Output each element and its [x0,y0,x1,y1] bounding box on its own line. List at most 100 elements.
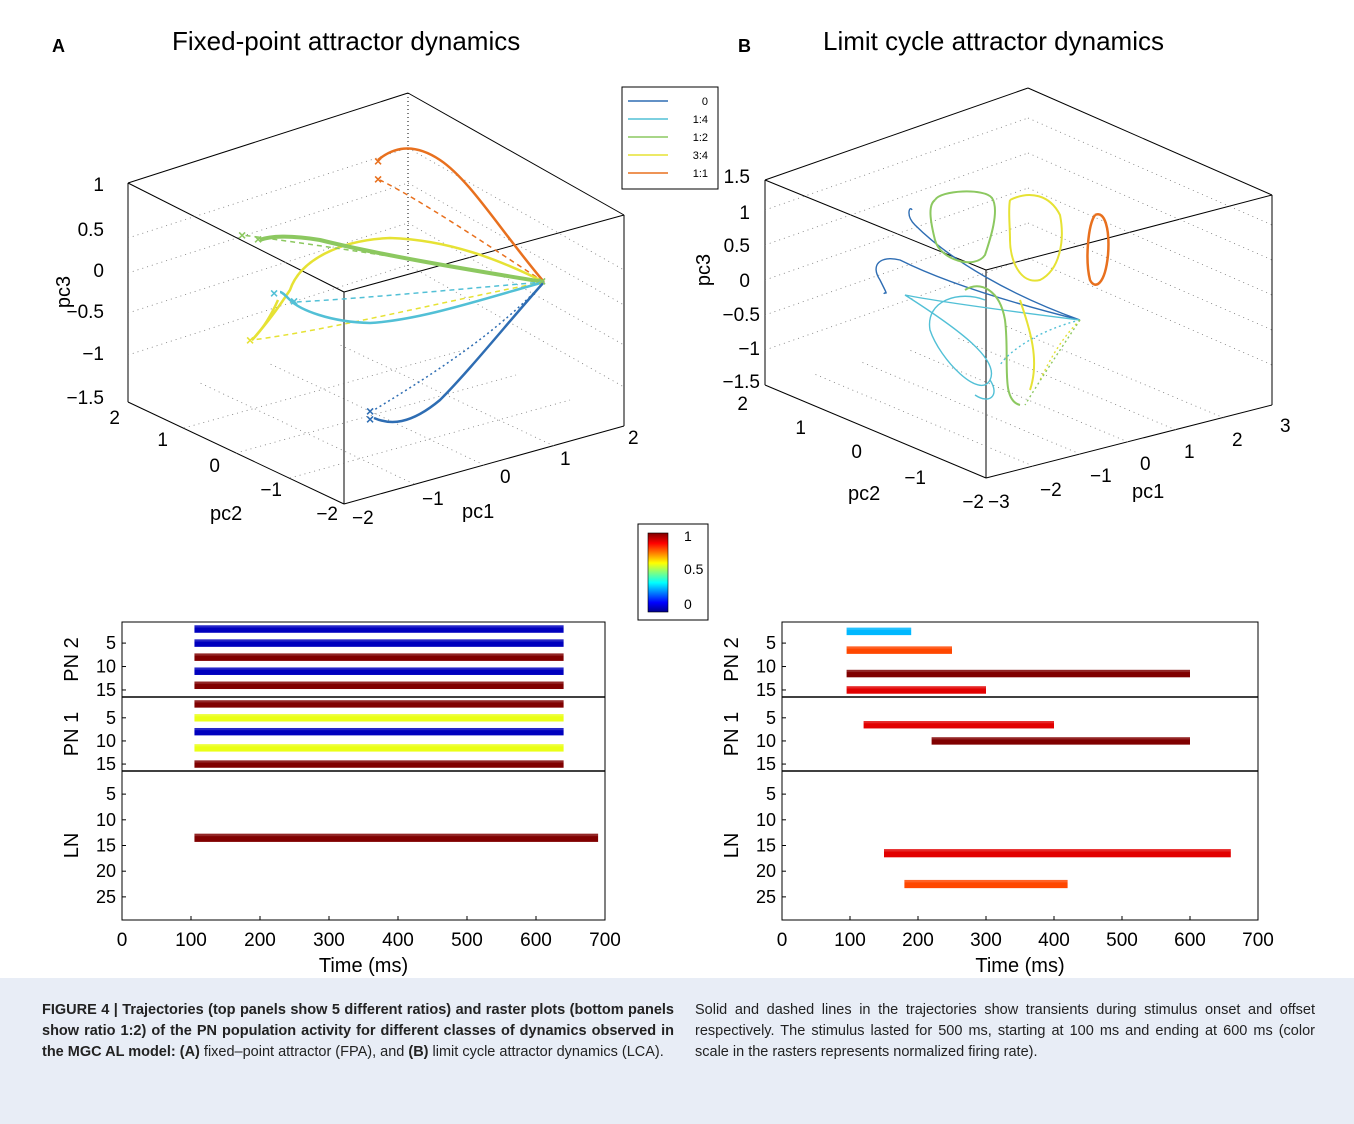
figure-caption: FIGURE 4 | Trajectories (top panels show… [0,978,1354,1124]
tick: −1 [82,344,104,365]
raster-band-highlight [904,879,1068,883]
raster-band-highlight [846,686,986,689]
traj-a-0-onset [373,281,545,424]
tick: −2 [1040,480,1062,501]
raster-band [846,627,912,636]
traj-a-3-4-onset [251,236,545,341]
panel-a-zlabel: pc3 [53,276,75,308]
raster-y-tick: 5 [766,708,776,728]
raster-band [194,667,564,675]
panel-a-z-ticks: 1 0.5 0 −0.5 −1 −1.5 [66,175,104,409]
tick: −2 [316,504,338,525]
panel-a-title: Fixed-point attractor dynamics [172,26,520,56]
panel-a-y-ticks: 2 1 0 −1 −2 [109,408,338,525]
svg-text:1:1: 1:1 [693,168,708,180]
tick: −2 [352,508,374,529]
tick: 1 [560,449,571,470]
traj-b-1-2 [929,190,1021,406]
legend-entry: 0 [628,96,708,108]
raster-band [931,737,1190,745]
raster-band-highlight [846,627,912,630]
raster-y-tick: 15 [756,754,776,774]
tick: −1 [738,339,760,360]
raster-group-label: PN 1 [721,712,743,756]
raster-band [194,760,564,768]
raster-y-tick: 10 [96,731,116,751]
raster-band-highlight [194,714,564,717]
raster-band [194,744,564,752]
traj-a-1-1-offset [379,179,545,283]
raster-x-tick: 400 [382,930,414,951]
svg-text:×: × [254,231,262,247]
raster-x-tick: 300 [970,930,1002,951]
legend-entry: 1:1 [628,168,708,180]
raster-y-tick: 10 [756,657,776,677]
traj-a-1-4-onset [279,280,545,325]
raster-group-label: LN [721,833,743,859]
raster-y-tick: 15 [96,836,116,856]
panel-a-x-ticks: −2 −1 0 1 2 [352,428,639,529]
raster-band [194,639,564,647]
raster-band-highlight [846,669,1190,673]
raster-band [884,849,1231,858]
raster-band-highlight [194,653,564,656]
caption-bold: FIGURE 4 | Trajectories (top panels show… [42,1002,674,1060]
raster-y-tick: 10 [96,810,116,830]
svg-text:×: × [366,403,374,419]
raster-band-highlight [884,849,1231,852]
raster-x-tick: 700 [1242,930,1274,951]
traj-a-1-4-offset [295,281,545,303]
tick: −1.5 [722,372,760,393]
traj-a-1-2-onset [259,234,545,284]
raster-y-tick: 15 [756,836,776,856]
raster-x-tick: 600 [1174,930,1206,951]
raster-band [194,833,599,842]
tick: 1 [93,175,104,196]
svg-text:×: × [538,273,546,289]
caption-right: Solid and dashed lines in the trajectori… [695,1002,1315,1060]
panel-a-xlabel: pc1 [462,501,494,523]
raster-group-label: PN 1 [61,712,83,756]
tick: 1 [1184,442,1195,463]
raster-x-tick: 100 [175,930,207,951]
raster-y-tick: 5 [766,784,776,804]
raster-y-tick: 5 [106,784,116,804]
raster-band-highlight [846,646,952,649]
raster-x-tick: 100 [834,930,866,951]
raster-band-highlight [194,639,564,642]
panel-b-box [764,87,1273,479]
tick: −1 [422,489,444,510]
colorbar-tick: 1 [684,528,692,544]
raster-x-tick: 0 [777,930,788,951]
tick: 3 [1280,416,1291,437]
raster-y-tick: 5 [106,633,116,653]
svg-text:×: × [374,171,382,187]
raster-x-tick: 700 [589,930,621,951]
figure-canvas: A Fixed-point attractor dynamics B Limit… [52,26,1291,977]
svg-text:1:4: 1:4 [693,114,708,126]
tick: 0 [851,442,862,463]
panel-b-letter: B [738,36,751,56]
tick: 0 [1140,454,1151,475]
caption-text: fixed–point attractor (FPA), and [199,1044,409,1060]
raster-group-label: PN 2 [721,637,743,681]
legend-entry: 1:4 [628,114,708,126]
svg-text:×: × [290,293,298,309]
panel-b-zlabel: pc3 [693,254,715,286]
tick: 0 [93,261,104,282]
raster-y-tick: 15 [96,754,116,774]
panel-a-grid [127,147,625,485]
raster-band-highlight [194,727,564,731]
tick: 2 [1232,430,1243,451]
svg-text:×: × [366,411,374,427]
svg-text:0: 0 [702,96,708,108]
raster-band [194,653,564,661]
raster-x-tick: 500 [451,930,483,951]
tick: −1 [260,480,282,501]
traj-b-3-4 [1008,194,1063,391]
panel-b-x-ticks: −3 −2 −1 0 1 2 3 [988,416,1291,513]
tick: 1 [739,203,750,224]
raster-y-tick: 25 [756,887,776,907]
tick: −1 [904,468,926,489]
svg-text:1:2: 1:2 [693,132,708,144]
